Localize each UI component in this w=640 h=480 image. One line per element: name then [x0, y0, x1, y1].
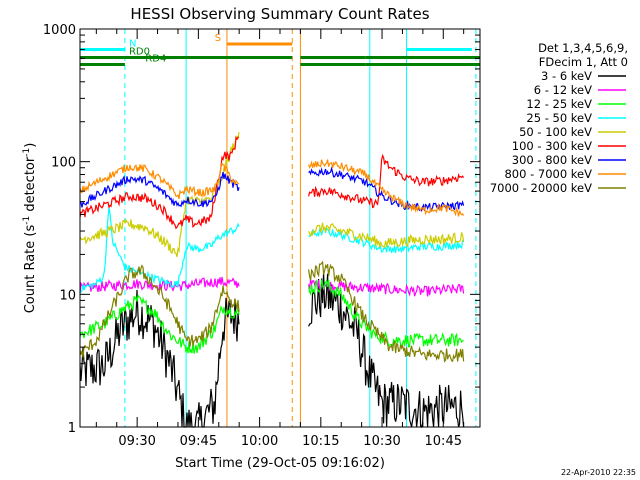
y-tick-label-0: 1 — [68, 421, 76, 436]
x-tick-label-1: 09:45 — [180, 434, 217, 449]
legend-label-1: 6 - 12 keV — [534, 83, 592, 97]
legend-header-line-2: FDecim 1, Att 0 — [539, 55, 628, 69]
legend-label-7: 800 - 7000 keV — [504, 167, 592, 181]
series-line-6-0 — [79, 171, 240, 208]
series-line-7-0 — [79, 162, 240, 200]
series-line-0-1 — [308, 272, 465, 429]
legend-label-4: 50 - 100 keV — [519, 125, 592, 139]
series-line-3-0 — [79, 207, 240, 293]
series-line-1-0 — [79, 276, 240, 294]
series-line-5-1 — [308, 153, 465, 209]
plot-frame — [79, 28, 481, 428]
legend-label-2: 12 - 25 keV — [526, 97, 592, 111]
x-tick-label-5: 10:45 — [425, 434, 462, 449]
axes: 1 10 100 1000 09:30 09:45 10:00 10:15 10:30 10:45 — [43, 23, 480, 449]
x-tick-label-4: 10:30 — [363, 434, 400, 449]
generation-timestamp: 22-Apr-2010 22:35 — [561, 468, 636, 477]
y-tick-label-2: 100 — [51, 156, 76, 171]
legend-label-3: 25 - 50 keV — [526, 111, 592, 125]
legend: Det 1,3,4,5,6,9, FDecim 1, Att 0 3 - 6 k… — [490, 41, 628, 195]
flag-label-rd0: RD0 — [129, 46, 150, 57]
flag-label-s: S — [215, 33, 221, 44]
y-axis-label: Count Rate (s-1 detector-1) — [22, 143, 38, 314]
series-line-3-1 — [308, 226, 464, 254]
legend-label-8: 7000 - 20000 keV — [490, 181, 592, 195]
series-line-2-1 — [308, 278, 464, 348]
series-line-8-0 — [79, 264, 240, 358]
x-tick-label-2: 10:00 — [241, 434, 278, 449]
y-tick-label-3: 1000 — [43, 23, 76, 38]
series-line-8-1 — [308, 260, 465, 363]
legend-label-6: 300 - 800 keV — [512, 153, 592, 167]
y-tick-label-1: 10 — [59, 288, 76, 303]
x-tick-label-0: 09:30 — [118, 434, 155, 449]
legend-label-5: 100 - 300 keV — [512, 139, 592, 153]
legend-label-0: 3 - 6 keV — [541, 69, 592, 83]
chart-title: HESSI Observing Summary Count Rates — [130, 5, 429, 23]
series-line-7-1 — [308, 159, 465, 217]
x-axis-label: Start Time (29-Oct-05 09:16:02) — [175, 456, 385, 471]
series-line-4-1 — [308, 222, 465, 249]
flag-label-n: N — [129, 39, 136, 50]
series-line-1-1 — [308, 278, 465, 297]
series-line-4-0 — [79, 132, 240, 257]
series-line-5-0 — [79, 136, 240, 230]
x-tick-label-3: 10:15 — [302, 434, 339, 449]
series-line-0-0 — [79, 289, 240, 428]
legend-header-line-1: Det 1,3,4,5,6,9, — [538, 41, 628, 55]
flag-label-rd4: RD4 — [145, 54, 166, 65]
